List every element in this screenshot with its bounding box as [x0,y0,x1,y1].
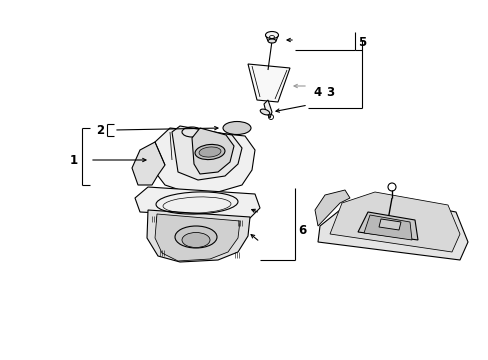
Polygon shape [148,128,254,194]
Polygon shape [135,187,260,218]
Ellipse shape [175,226,217,248]
Ellipse shape [260,109,269,115]
Polygon shape [147,210,249,262]
Polygon shape [264,100,271,118]
Ellipse shape [265,32,278,39]
Polygon shape [132,142,164,185]
Polygon shape [357,212,417,240]
Text: 5: 5 [357,36,366,49]
Ellipse shape [182,233,209,248]
Text: 1: 1 [70,153,78,166]
Polygon shape [155,214,240,261]
Text: 2: 2 [96,123,104,136]
Polygon shape [247,64,289,102]
Ellipse shape [267,39,275,43]
Polygon shape [314,190,349,226]
Ellipse shape [199,147,221,157]
Polygon shape [378,219,400,230]
Ellipse shape [223,122,250,135]
Polygon shape [363,215,411,240]
Polygon shape [172,126,242,180]
Polygon shape [329,192,459,252]
Polygon shape [192,128,234,174]
Ellipse shape [195,144,224,159]
Polygon shape [317,198,467,260]
Text: 4: 4 [312,86,321,99]
Text: 3: 3 [325,86,333,99]
Text: 6: 6 [297,224,305,237]
